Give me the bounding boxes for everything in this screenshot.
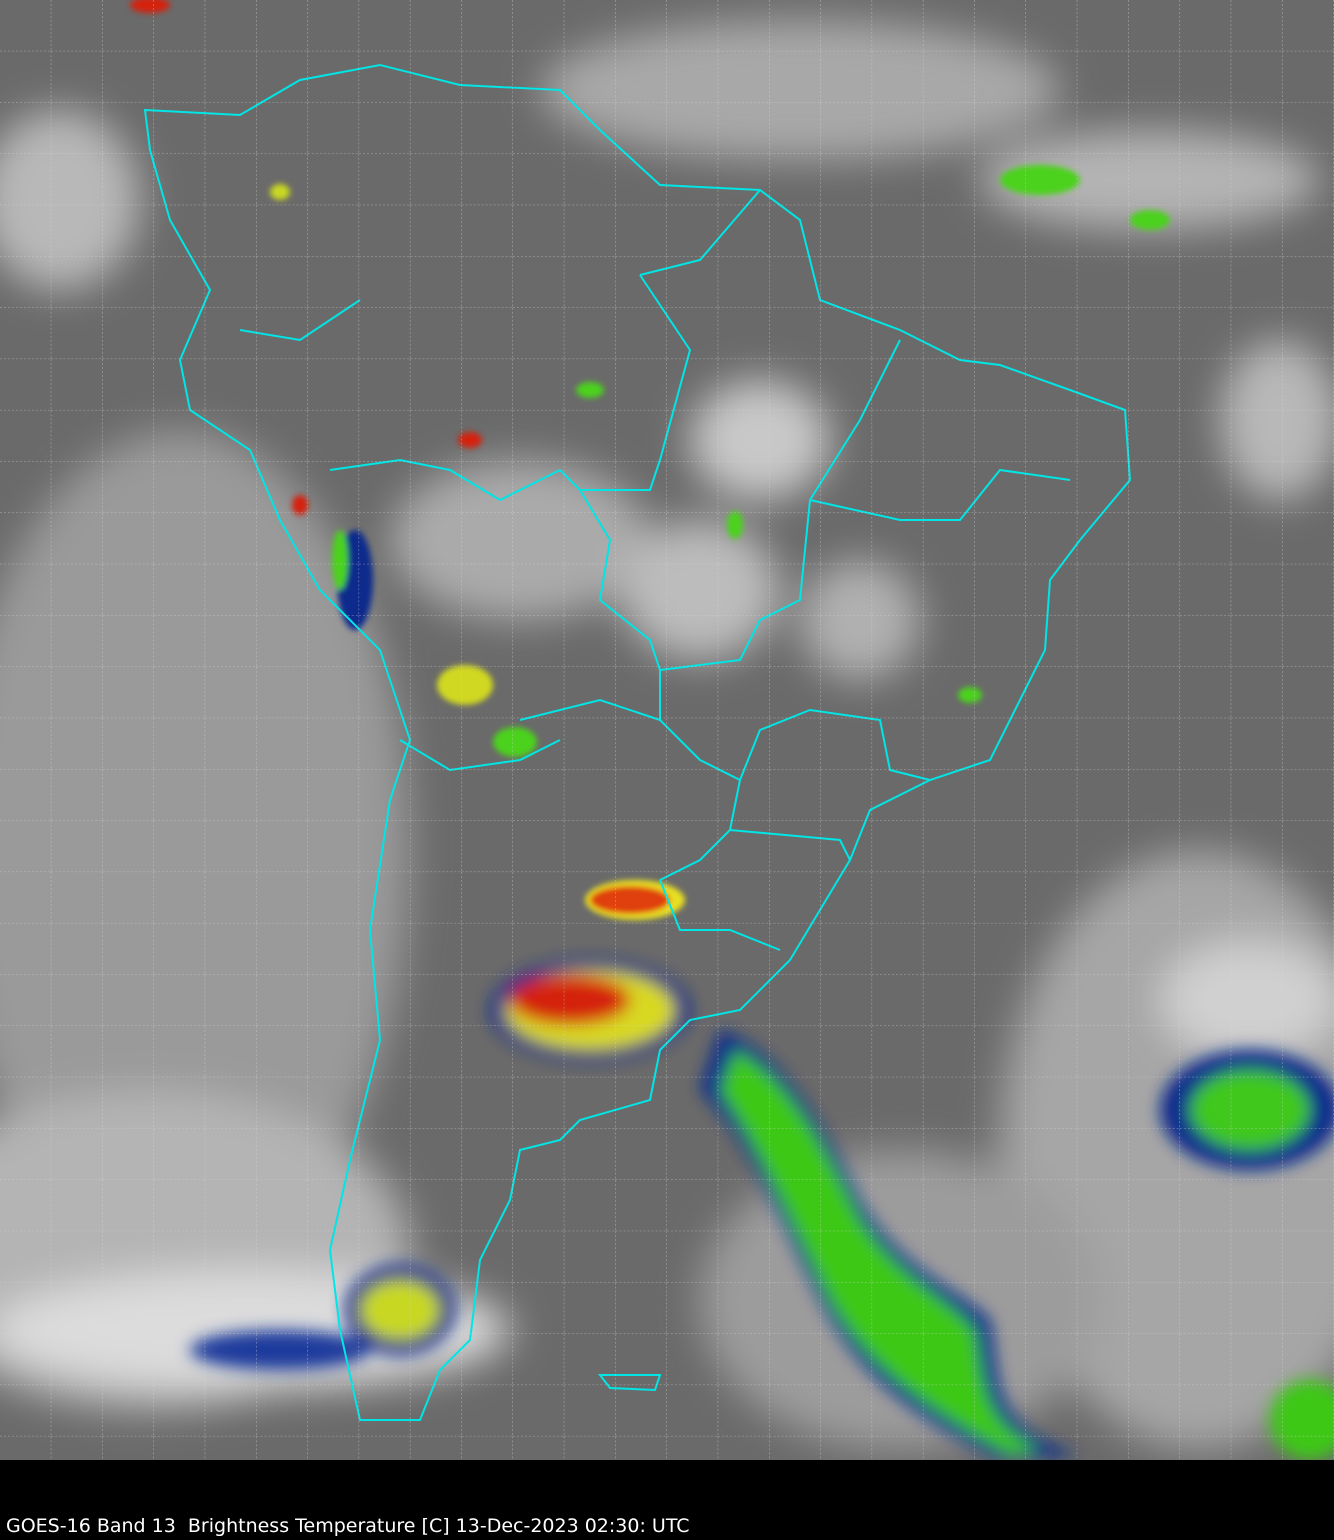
lat-lon-grid (0, 0, 1334, 1460)
image-caption: GOES-16 Band 13 Brightness Temperature [… (6, 1515, 690, 1537)
satellite-map (0, 0, 1334, 1460)
